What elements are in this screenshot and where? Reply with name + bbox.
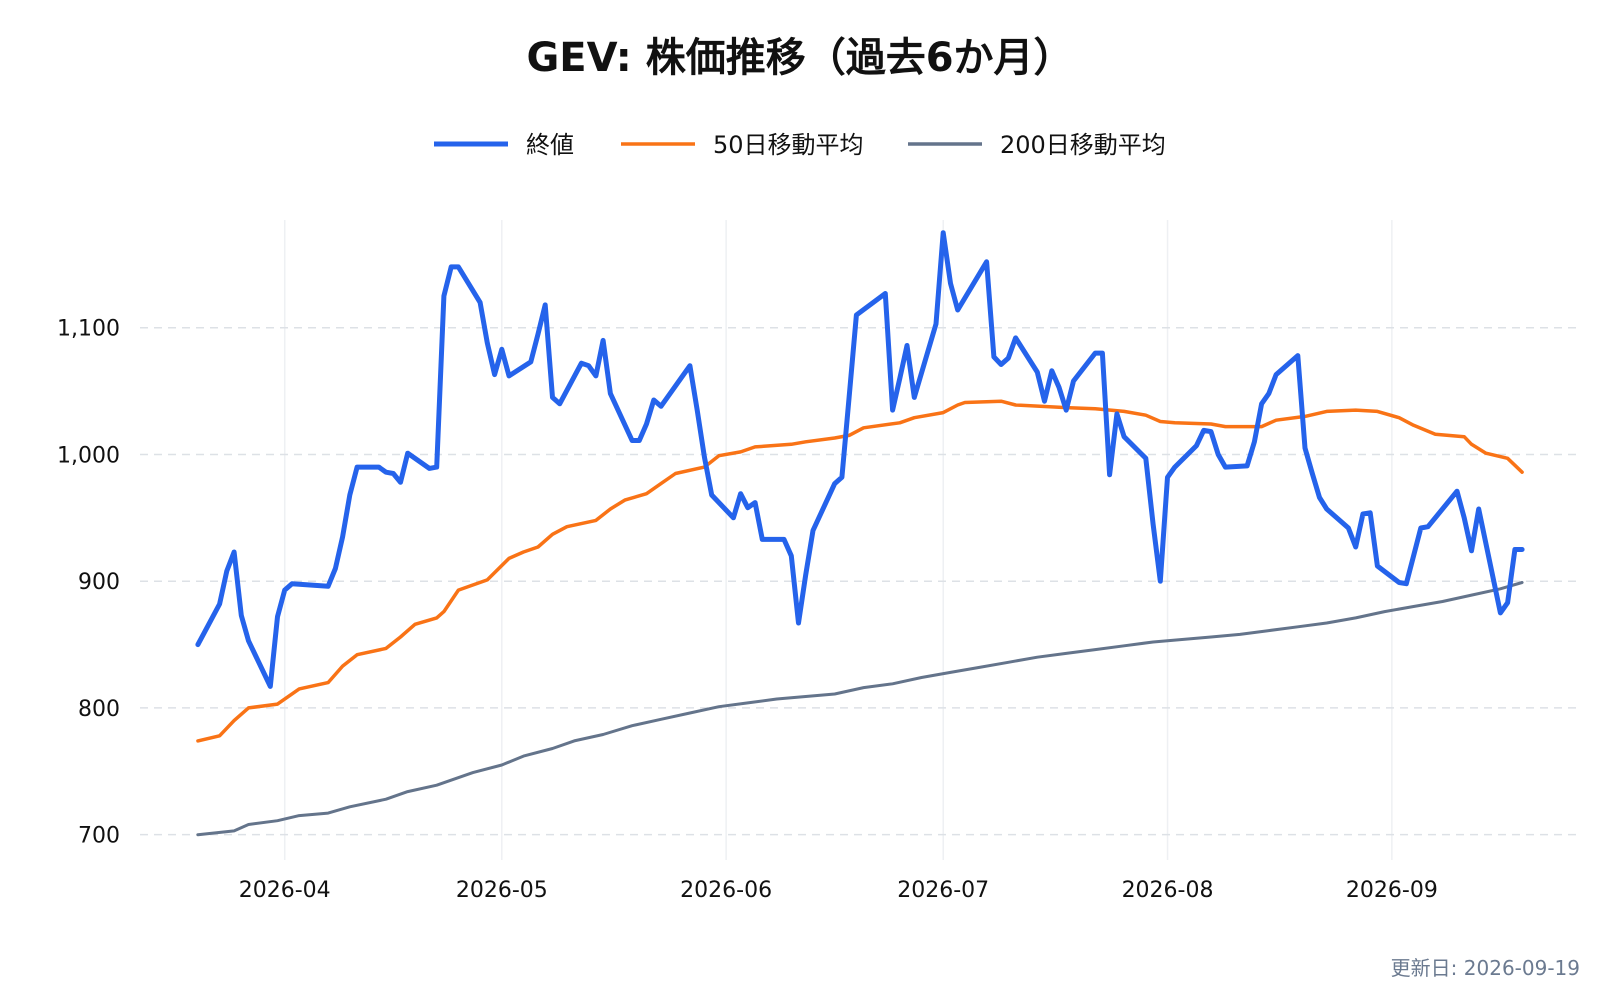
series-lines — [195, 230, 1525, 837]
series-line-ma50 — [196, 399, 1524, 743]
vertical-gridlines — [283, 220, 1393, 860]
y-tick-label: 800 — [78, 697, 120, 722]
chart-title: GEV: 株価推移（過去6か月） — [526, 35, 1073, 81]
x-tick-label: 2026-09 — [1346, 878, 1438, 903]
y-axis-ticks: 700 800 900 1,000 1,100 — [57, 317, 120, 849]
y-tick-label: 1,000 — [57, 443, 120, 468]
series-line-ma200 — [196, 581, 1524, 837]
x-tick-label: 2026-04 — [239, 878, 331, 903]
legend-label: 200日移動平均 — [1000, 131, 1166, 159]
legend-label: 50日移動平均 — [713, 131, 864, 159]
x-axis-ticks: 2026-04 2026-05 2026-06 2026-07 2026-08 2026-… — [239, 878, 1438, 903]
x-tick-label: 2026-07 — [897, 878, 989, 903]
y-tick-label: 1,100 — [57, 317, 120, 342]
y-tick-label: 900 — [78, 570, 120, 595]
series-line-close — [195, 230, 1525, 689]
x-tick-label: 2026-08 — [1122, 878, 1214, 903]
updated-date: 更新日: 2026-09-19 — [1391, 956, 1580, 980]
y-tick-label: 700 — [78, 824, 120, 849]
x-tick-label: 2026-05 — [456, 878, 548, 903]
x-tick-label: 2026-06 — [680, 878, 772, 903]
legend-label: 終値 — [526, 131, 574, 159]
horizontal-gridlines — [140, 326, 1580, 836]
chart-legend: 終値 50日移動平均 200日移動平均 — [434, 131, 1166, 159]
